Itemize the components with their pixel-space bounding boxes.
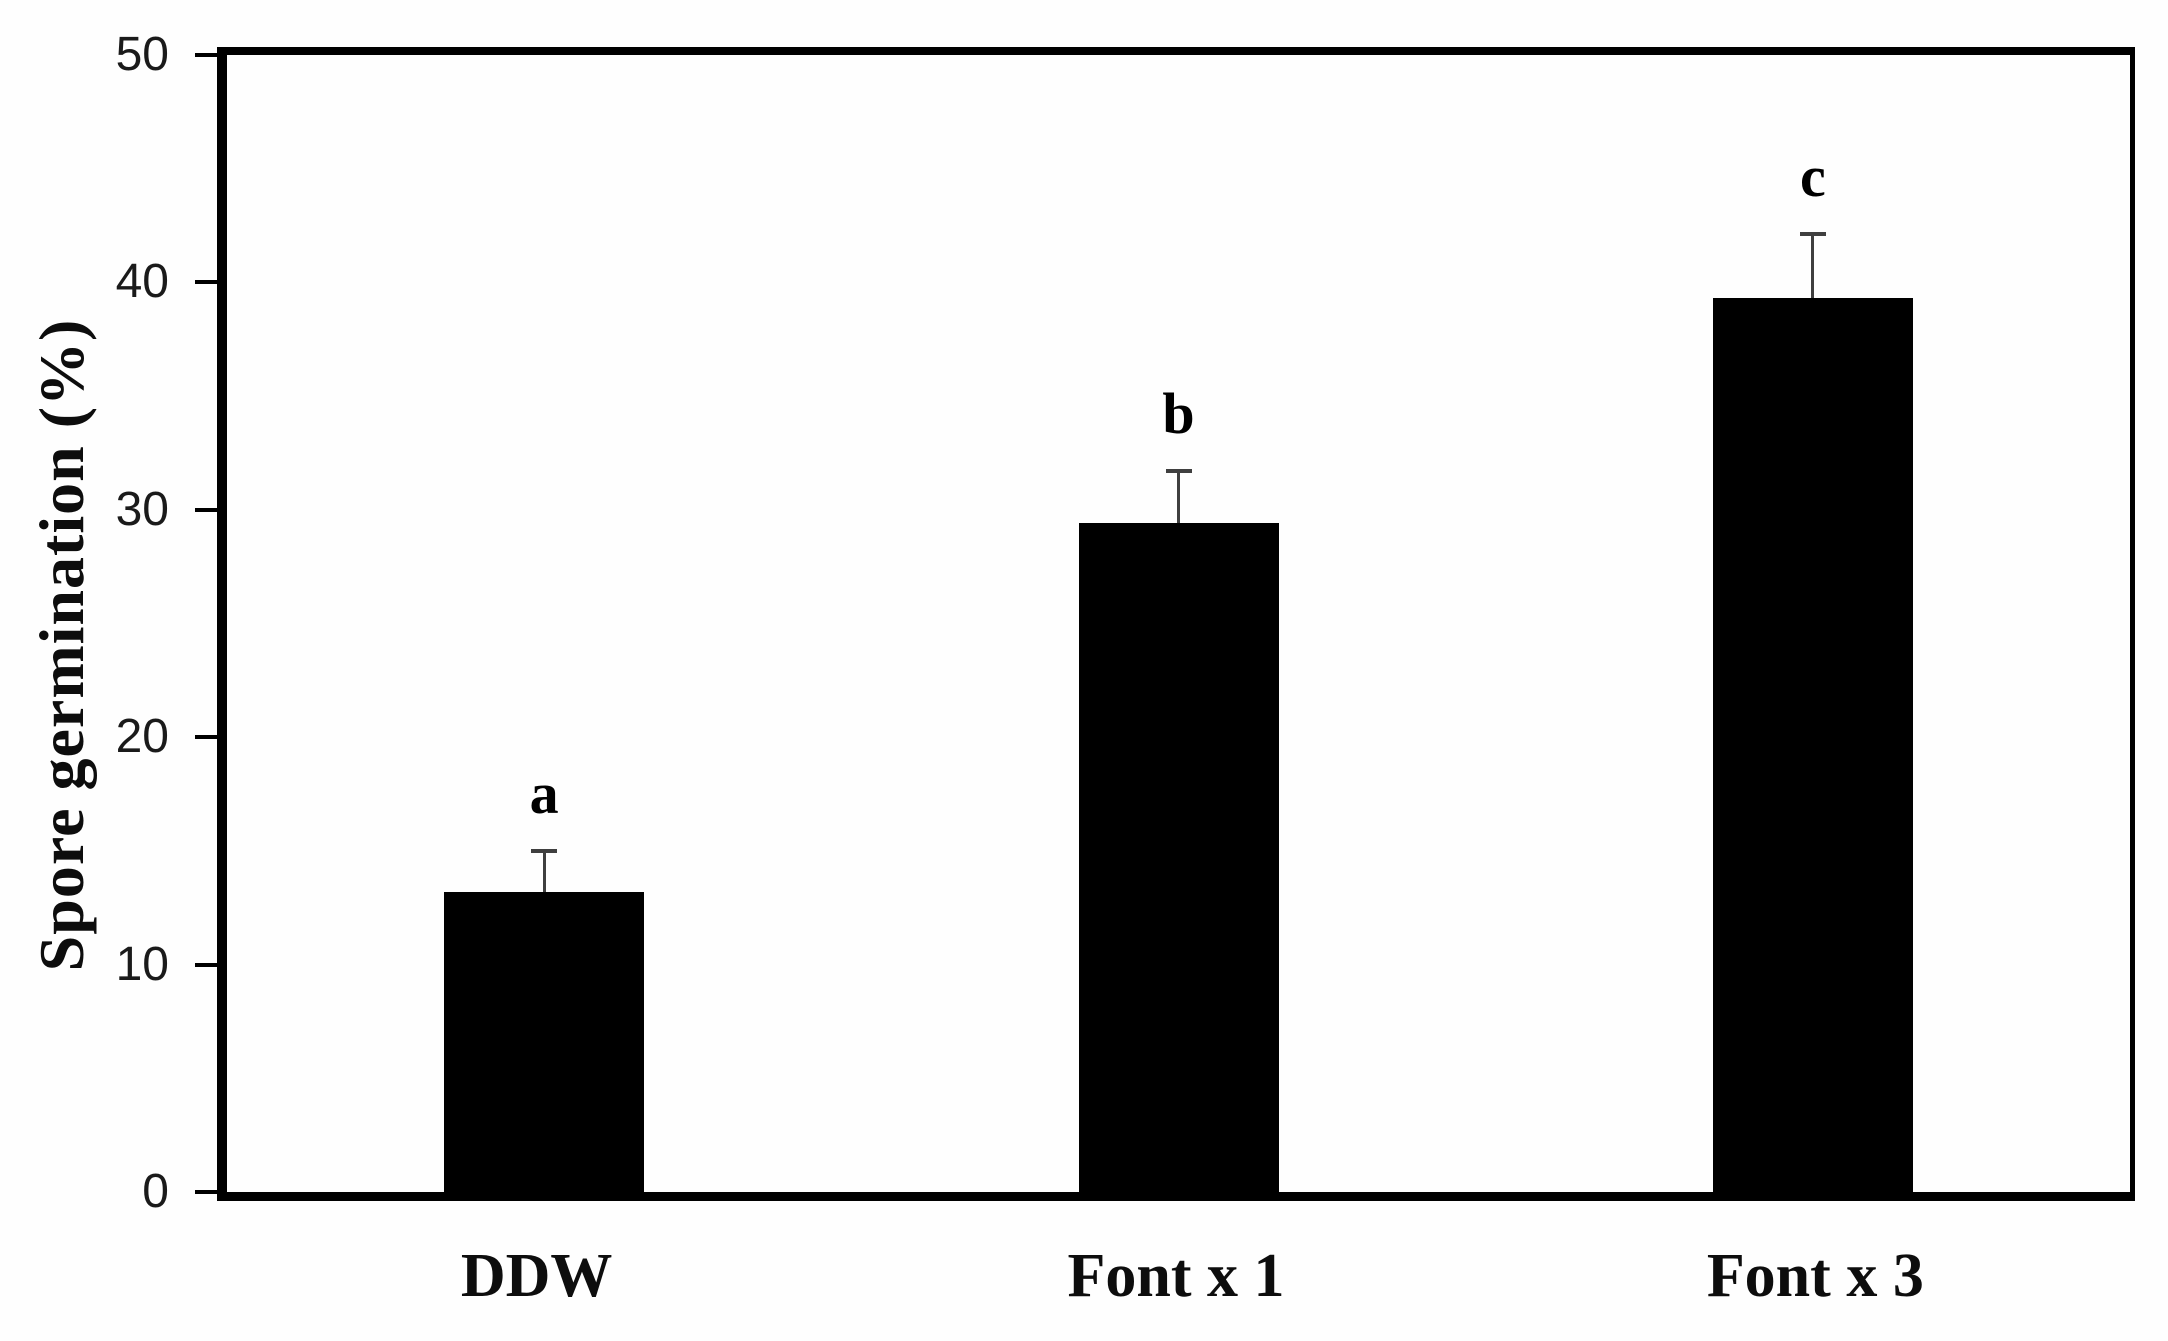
y-axis-title: Spore germination (%) <box>26 318 97 972</box>
y-tick-label: 30 <box>115 482 169 536</box>
y-tick-label: 10 <box>115 937 169 991</box>
y-tick-mark <box>195 53 217 57</box>
error-bar-stem <box>1177 468 1180 524</box>
y-tick-mark <box>195 962 217 967</box>
x-axis-labels: DDW Font x 1 Font x 3 <box>217 1201 2135 1341</box>
significance-letter: b <box>1162 380 1195 446</box>
y-tick-mark <box>195 1190 217 1194</box>
y-tick-mark <box>195 280 217 285</box>
bar-font-x-1 <box>1078 523 1279 1192</box>
error-bar-stem <box>1811 232 1815 299</box>
plot-area: 0 10 20 30 40 50 a b c <box>116 31 2135 1216</box>
error-bar-stem <box>542 848 546 892</box>
y-tick-mark <box>195 735 217 740</box>
error-bar <box>531 848 558 892</box>
error-bar <box>1165 468 1192 524</box>
significance-letter: a <box>529 760 559 826</box>
x-axis-label-font-x-1: Font x 1 <box>1067 1242 1285 1310</box>
y-tick-label: 50 <box>115 28 169 81</box>
x-axis-label-ddw: DDW <box>460 1242 613 1310</box>
bar-ddw <box>444 891 645 1192</box>
y-tick-mark <box>195 507 217 512</box>
error-bar <box>1799 232 1826 299</box>
y-tick-label: 0 <box>142 1165 169 1218</box>
y-tick-label: 20 <box>115 710 169 764</box>
y-tick-label: 40 <box>115 255 169 309</box>
bar-font-x-3 <box>1712 298 1913 1192</box>
significance-letter: c <box>1799 144 1826 210</box>
x-axis-label-font-x-3: Font x 3 <box>1706 1242 1924 1310</box>
